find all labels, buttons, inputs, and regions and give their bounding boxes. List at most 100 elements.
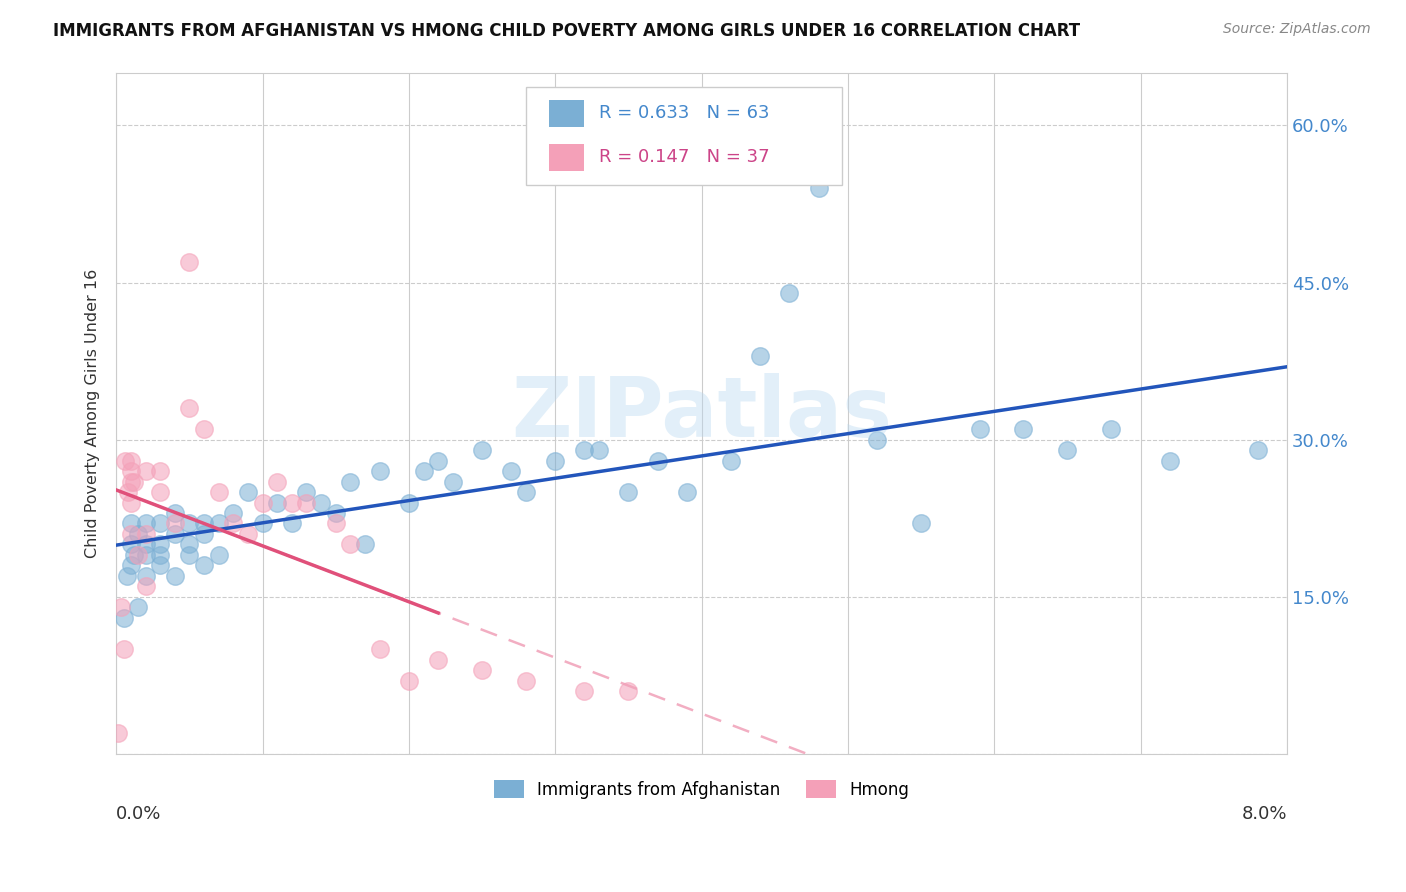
Point (179, 516, 201, 531)
Point (398, 495, 420, 509)
Point (807, 181, 830, 195)
Point (427, 453, 450, 467)
Point (120, 558, 142, 573)
Point (127, 527, 149, 541)
Point (398, 673, 420, 688)
Text: ZIPatlas: ZIPatlas (510, 373, 891, 454)
FancyBboxPatch shape (550, 100, 585, 127)
Point (120, 527, 142, 541)
Point (588, 443, 610, 458)
Point (412, 464, 434, 478)
Point (295, 495, 318, 509)
Point (135, 548, 157, 562)
Point (193, 527, 215, 541)
Y-axis label: Child Poverty Among Girls Under 16: Child Poverty Among Girls Under 16 (86, 268, 100, 558)
Point (1159, 453, 1181, 467)
FancyBboxPatch shape (526, 87, 842, 186)
Point (114, 453, 136, 467)
Point (208, 548, 231, 562)
Point (135, 569, 157, 583)
Point (515, 485, 537, 500)
FancyBboxPatch shape (550, 144, 585, 171)
Point (471, 663, 494, 677)
Point (120, 537, 142, 551)
Point (515, 673, 537, 688)
Point (368, 642, 391, 657)
Point (179, 548, 201, 562)
Point (120, 464, 142, 478)
Legend: Immigrants from Afghanistan, Hmong: Immigrants from Afghanistan, Hmong (486, 772, 917, 807)
Point (617, 485, 640, 500)
Point (127, 548, 149, 562)
Point (281, 495, 304, 509)
Point (120, 495, 142, 509)
Point (112, 611, 135, 625)
Point (149, 516, 172, 531)
Point (193, 422, 215, 436)
Point (236, 485, 259, 500)
Point (325, 506, 347, 520)
Point (339, 475, 361, 489)
Point (135, 537, 157, 551)
Point (720, 453, 742, 467)
Point (1012, 422, 1035, 436)
Point (208, 485, 231, 500)
Point (222, 506, 245, 520)
Point (778, 285, 800, 300)
Point (574, 684, 596, 698)
Point (149, 548, 172, 562)
Point (266, 475, 288, 489)
Text: Source: ZipAtlas.com: Source: ZipAtlas.com (1223, 22, 1371, 37)
Point (427, 653, 450, 667)
Point (149, 464, 172, 478)
Point (574, 443, 596, 458)
Point (368, 464, 391, 478)
Point (135, 464, 157, 478)
Point (676, 485, 699, 500)
Point (110, 600, 132, 615)
Point (135, 516, 157, 531)
Point (441, 475, 464, 489)
Point (193, 516, 215, 531)
Point (149, 558, 172, 573)
Point (325, 516, 347, 531)
Point (1099, 422, 1122, 436)
Point (120, 453, 142, 467)
Point (163, 527, 186, 541)
Point (127, 600, 149, 615)
Point (120, 516, 142, 531)
Point (354, 537, 377, 551)
Point (617, 684, 640, 698)
Point (309, 495, 332, 509)
Point (969, 422, 991, 436)
Point (339, 537, 361, 551)
Point (501, 464, 523, 478)
Text: R = 0.633   N = 63: R = 0.633 N = 63 (599, 104, 769, 122)
Point (163, 506, 186, 520)
Point (1056, 443, 1078, 458)
Point (647, 453, 669, 467)
Point (149, 537, 172, 551)
Text: 0.0%: 0.0% (117, 805, 162, 823)
Point (135, 579, 157, 593)
Point (115, 569, 138, 583)
Point (107, 726, 129, 740)
Point (179, 537, 201, 551)
Point (266, 495, 288, 509)
Point (120, 475, 142, 489)
Point (179, 254, 201, 268)
Point (281, 516, 304, 531)
Text: IMMIGRANTS FROM AFGHANISTAN VS HMONG CHILD POVERTY AMONG GIRLS UNDER 16 CORRELAT: IMMIGRANTS FROM AFGHANISTAN VS HMONG CHI… (53, 22, 1081, 40)
Point (135, 527, 157, 541)
Text: R = 0.147   N = 37: R = 0.147 N = 37 (599, 148, 769, 166)
Point (1246, 443, 1268, 458)
Point (193, 558, 215, 573)
Point (252, 516, 274, 531)
Point (122, 548, 145, 562)
Point (179, 401, 201, 416)
Point (163, 569, 186, 583)
Point (117, 485, 139, 500)
Point (222, 516, 245, 531)
Point (208, 516, 231, 531)
Point (122, 475, 145, 489)
